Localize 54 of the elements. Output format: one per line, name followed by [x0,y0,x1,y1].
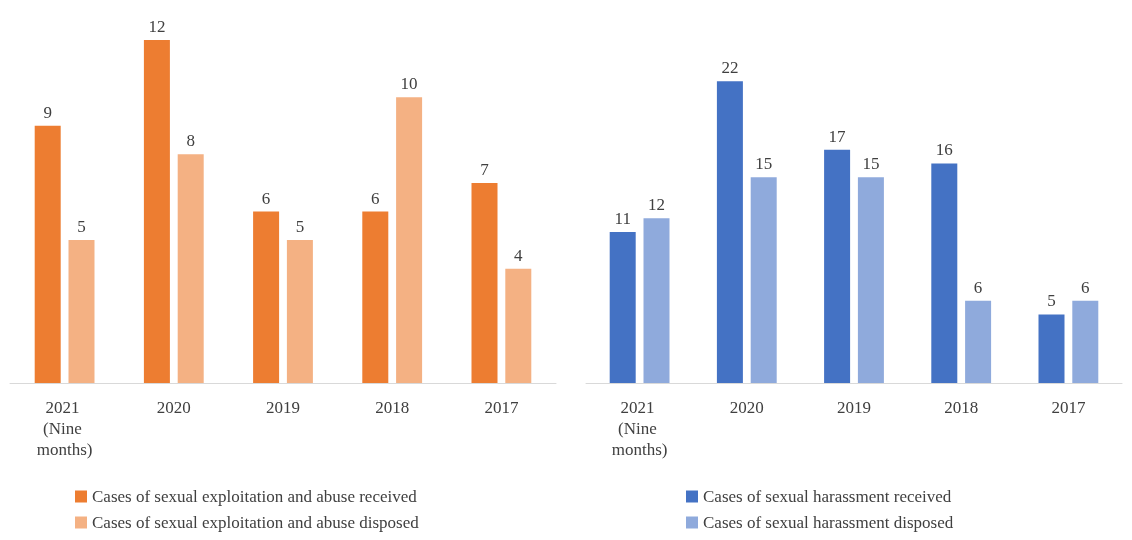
bar [643,218,670,383]
bar [750,177,777,383]
x-tick-label: 2021 (Nine months) [36,398,93,459]
bar [824,149,851,383]
data-label: 5 [295,217,305,237]
data-label: 17 [828,126,847,146]
x-tick-label: 2017 [1051,398,1086,417]
data-label: 15 [862,154,880,174]
x-tick-label: 2018 [944,398,979,417]
data-label: 11 [614,209,631,229]
data-label: 6 [261,188,271,208]
bar [143,40,170,383]
data-label: 6 [371,188,380,208]
data-label: 12 [648,195,665,215]
data-label: 22 [721,58,739,78]
legend-label: Cases of sexual harassment received [703,487,952,506]
bar [965,300,992,383]
legend-label: Cases of sexual harassment disposed [703,513,954,532]
bar [396,97,423,383]
data-label: 10 [400,74,418,94]
data-label: 5 [1047,291,1056,311]
bar [286,240,313,383]
bar [505,268,532,383]
bar [1038,314,1065,383]
data-label: 6 [973,277,983,297]
legend-label: Cases of sexual exploitation and abuse disposed [92,513,420,532]
data-label: 4 [514,245,524,265]
x-tick-label: 2019 [837,398,871,417]
bar [471,182,498,383]
bar [362,211,389,383]
data-label: 6 [1081,277,1090,297]
data-label: 9 [43,102,52,122]
bar [253,211,280,383]
bar [1072,300,1099,383]
data-label: 16 [935,140,953,160]
bar [34,125,61,383]
bar [68,240,95,383]
legend-label: Cases of sexual exploitation and abuse received [92,487,418,506]
bar [609,232,636,383]
data-label: 7 [480,159,490,179]
x-tick-label: 2017 [484,398,519,417]
x-tick-label: 2021 (Nine months) [611,398,668,459]
data-label: 5 [77,217,86,237]
data-label: 15 [755,154,773,174]
data-label: 12 [148,17,166,36]
bar [931,163,958,383]
data-label: 8 [186,131,195,151]
x-tick-label: 2019 [266,398,300,417]
bar [716,81,743,383]
x-tick-label: 2018 [375,398,410,417]
x-tick-label: 2020 [729,398,764,417]
bar [857,177,884,383]
bar [177,154,204,383]
x-tick-label: 2020 [156,398,191,417]
